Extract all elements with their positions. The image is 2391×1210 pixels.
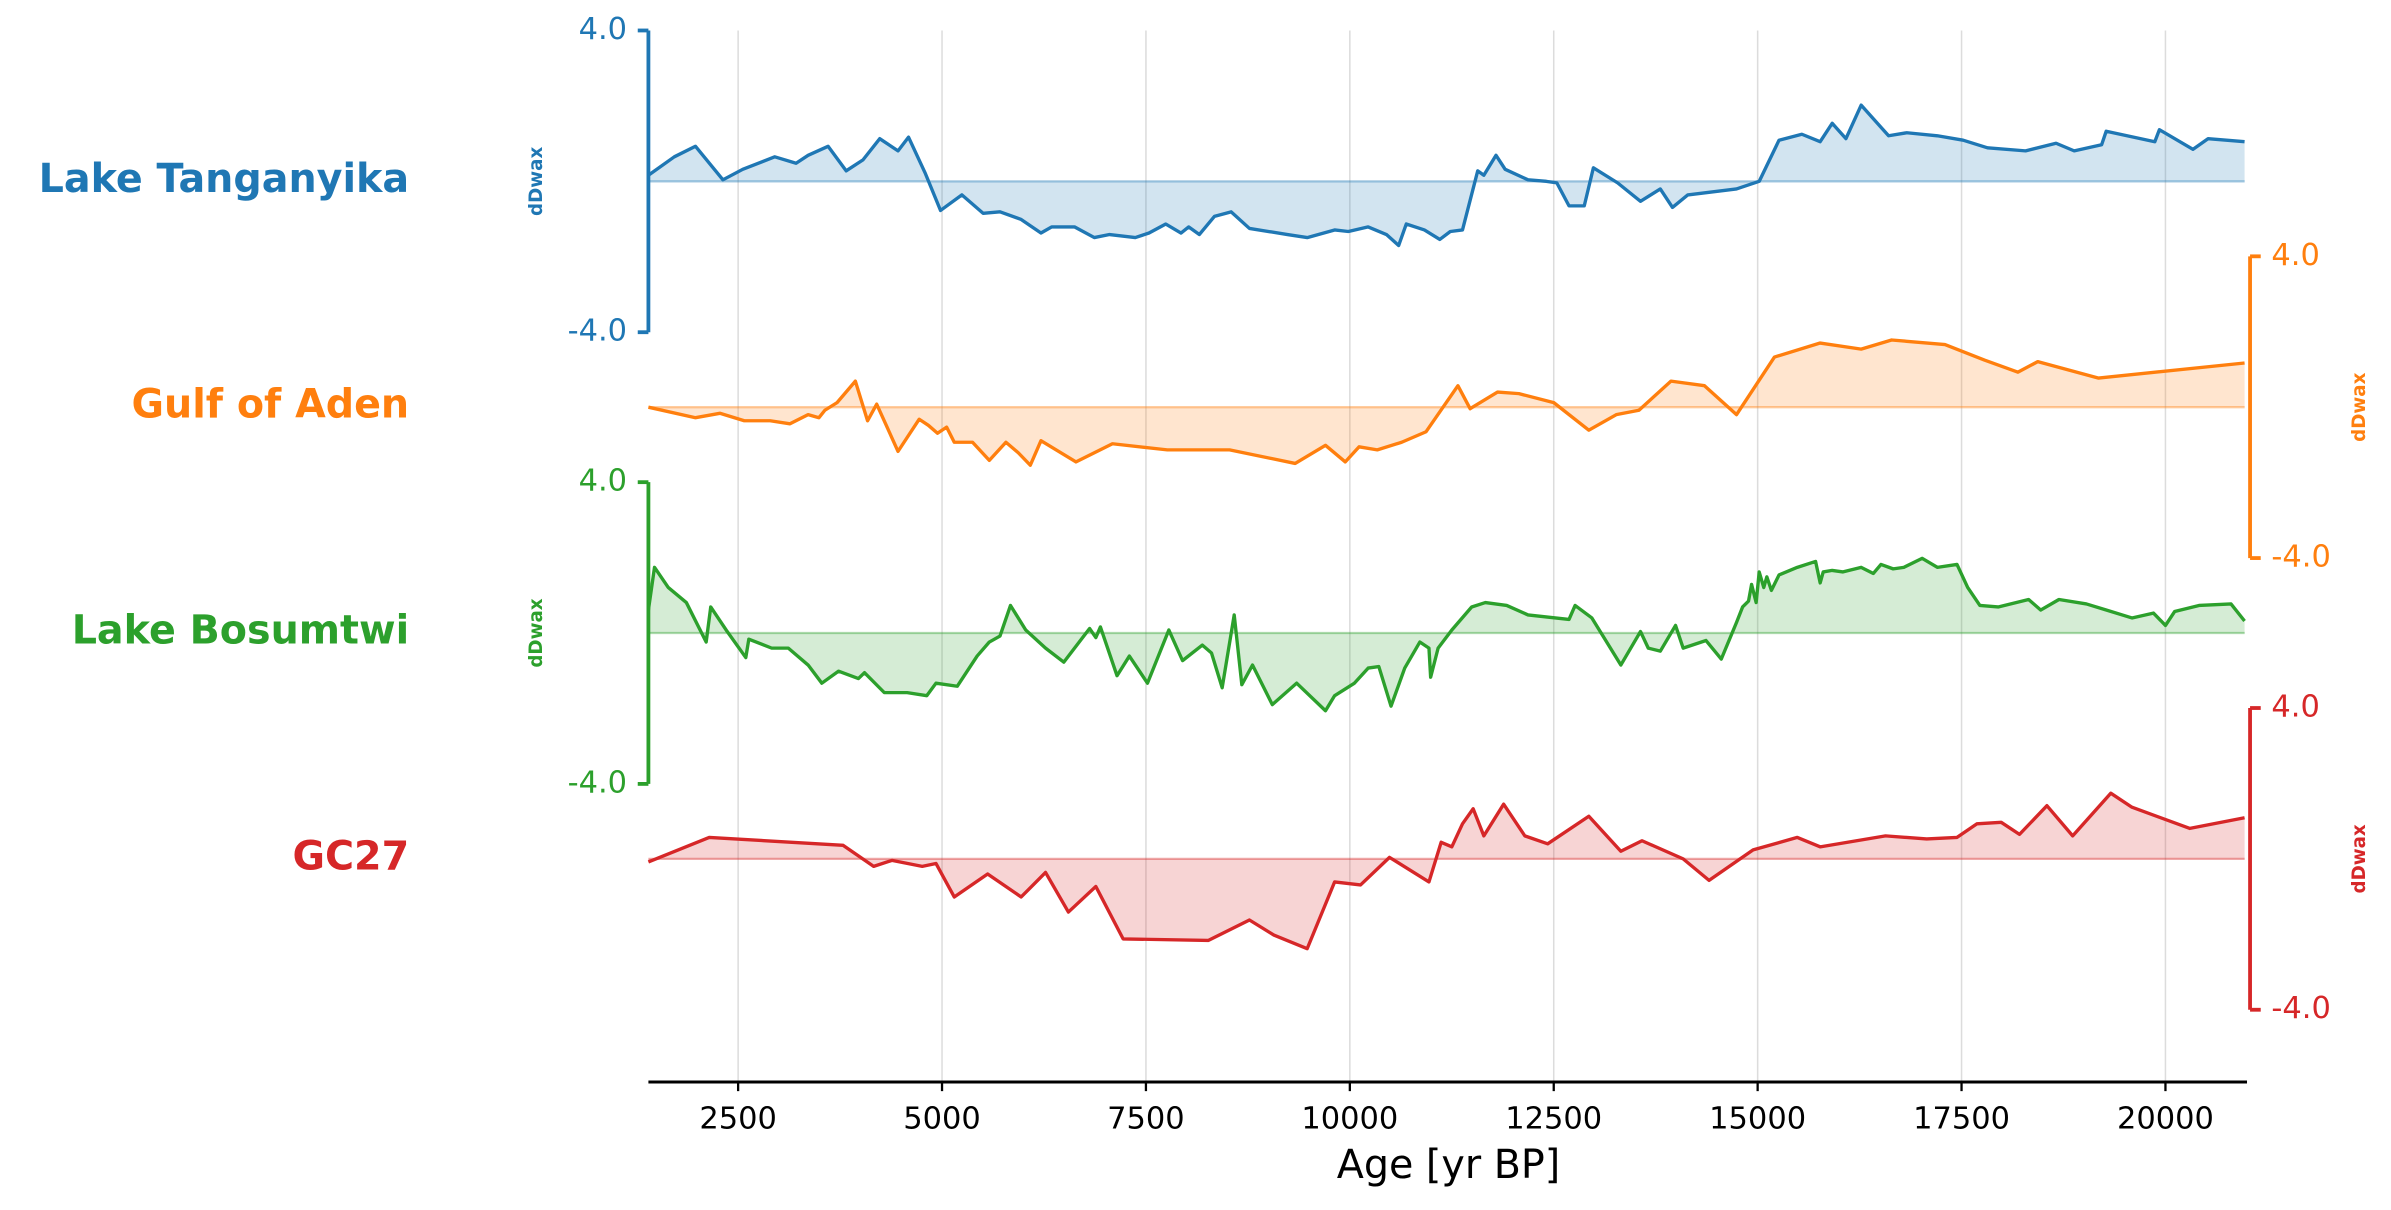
area bbox=[648, 105, 2245, 246]
y-tick-label: -4.0 bbox=[568, 314, 627, 349]
y-axis-label: dDwax bbox=[526, 598, 547, 667]
y-tick-label: 4.0 bbox=[2271, 238, 2319, 273]
x-axis-label: Age [yr BP] bbox=[1337, 1142, 1560, 1188]
line bbox=[646, 556, 2246, 713]
y-axis-label: dDwax bbox=[2349, 372, 2370, 441]
y-tick-label: 4.0 bbox=[579, 12, 627, 47]
x-tick-label: 12500 bbox=[1505, 1102, 1602, 1137]
y-tick-label: 4.0 bbox=[2271, 690, 2319, 725]
y-axis-label: dDwax bbox=[2349, 824, 2370, 893]
x-tick-label: 20000 bbox=[2117, 1102, 2214, 1137]
x-tick-label: 5000 bbox=[903, 1102, 981, 1137]
series-name: GC27 bbox=[292, 833, 409, 879]
series-name: Lake Tanganyika bbox=[39, 156, 409, 202]
x-tick-label: 15000 bbox=[1709, 1102, 1806, 1137]
x-tick-label: 10000 bbox=[1301, 1102, 1398, 1137]
line bbox=[647, 791, 2245, 951]
area bbox=[648, 793, 2245, 949]
y-tick-label: 4.0 bbox=[579, 464, 627, 499]
line bbox=[647, 103, 2245, 248]
x-tick-label: 7500 bbox=[1107, 1102, 1185, 1137]
series-name: Lake Bosumtwi bbox=[72, 608, 409, 654]
series-name: Gulf of Aden bbox=[132, 382, 410, 428]
y-tick-label: -4.0 bbox=[2271, 540, 2330, 575]
x-tick-label: 2500 bbox=[699, 1102, 777, 1137]
line bbox=[648, 338, 2245, 467]
x-tick-label: 17500 bbox=[1913, 1102, 2010, 1137]
y-tick-label: -4.0 bbox=[2271, 991, 2330, 1026]
y-axis-label: dDwax bbox=[526, 147, 547, 216]
y-tick-label: -4.0 bbox=[568, 765, 627, 800]
